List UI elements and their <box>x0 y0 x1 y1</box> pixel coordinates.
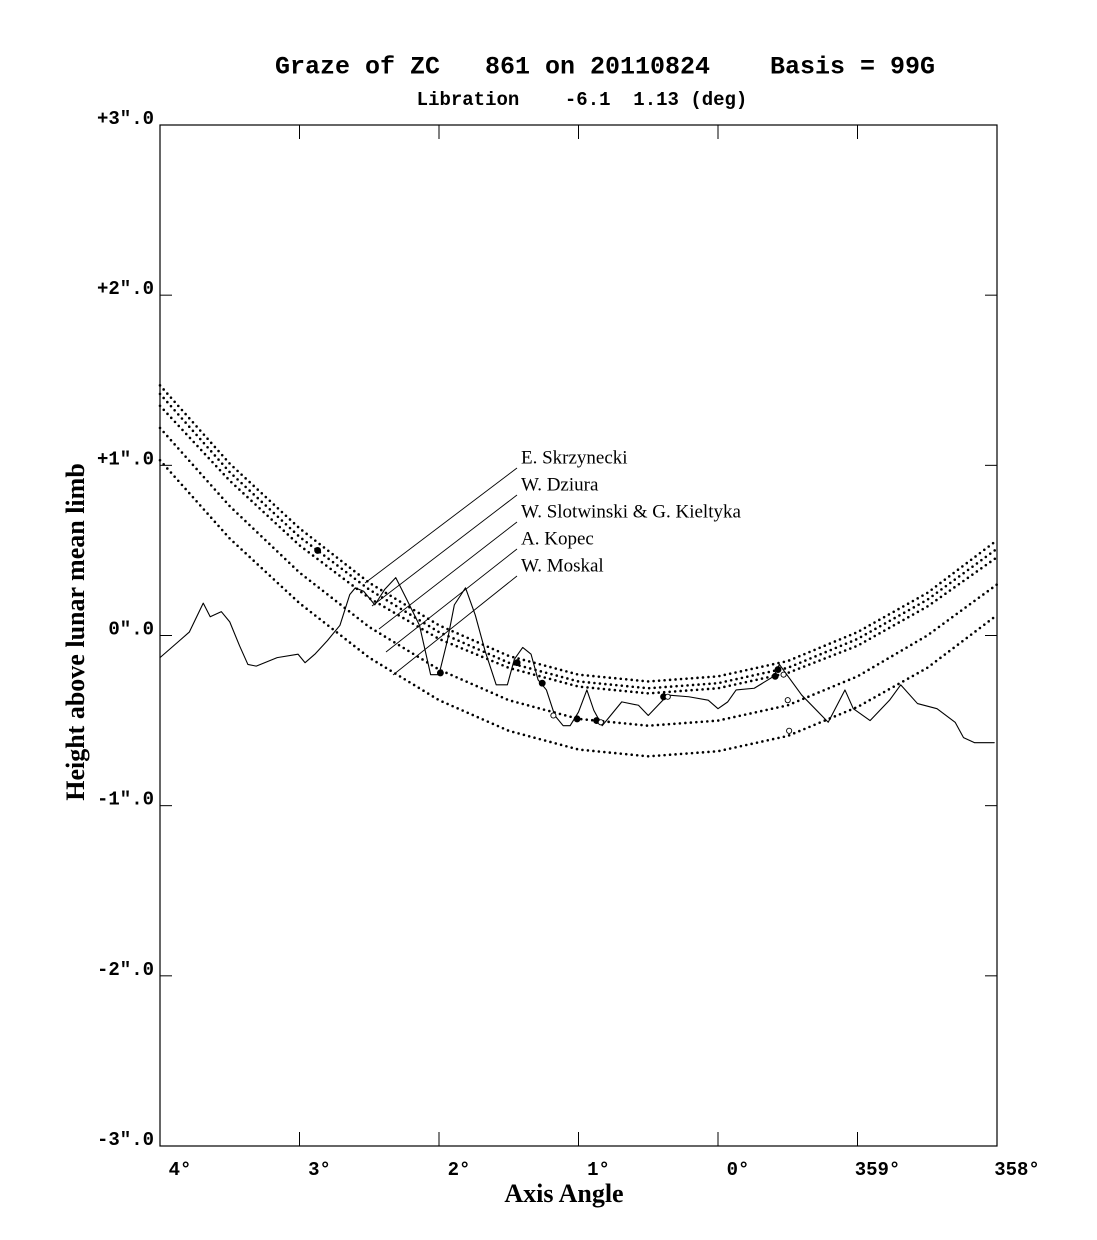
event-point <box>771 672 779 680</box>
plot-frame <box>159 124 998 1147</box>
x-tick-label: 0° <box>727 1159 750 1181</box>
y-tick-label: -1″.0 <box>97 789 154 811</box>
y-tick-label: +2″.0 <box>97 278 154 300</box>
observer-label: A. Kopec <box>521 528 594 549</box>
event-point <box>597 719 604 726</box>
event-point <box>664 693 671 700</box>
leader-line <box>371 494 518 607</box>
observer-label: W. Moskal <box>521 555 604 576</box>
event-point <box>784 697 791 704</box>
y-tick-label: +3″.0 <box>97 108 154 130</box>
chord-curve <box>158 404 999 695</box>
chart-title: Graze of ZC 861 on 20110824 Basis = 99G <box>275 53 935 82</box>
x-tick-label: 1° <box>587 1159 610 1181</box>
y-axis-label: Height above lunar mean limb <box>61 463 90 801</box>
leader-line <box>385 548 518 653</box>
observer-label: W. Slotwinski & G. Kieltyka <box>521 501 741 522</box>
x-tick-label: 3° <box>308 1159 331 1181</box>
event-point <box>774 666 782 673</box>
event-point <box>573 715 581 723</box>
x-tick-label: 4° <box>169 1159 192 1181</box>
observer-label: E. Skrzynecki <box>521 447 628 468</box>
observer-label: W. Dziura <box>521 474 599 495</box>
event-point <box>550 712 557 719</box>
event-point <box>436 669 444 677</box>
leader-line <box>364 467 518 584</box>
leader-line <box>378 521 518 630</box>
event-point <box>538 679 546 687</box>
x-axis-label: Axis Angle <box>504 1179 623 1208</box>
event-point <box>513 659 521 667</box>
y-tick-label: -3″.0 <box>97 1129 154 1151</box>
chord-curve <box>158 392 999 690</box>
event-point <box>314 546 322 554</box>
leader-line <box>392 575 518 676</box>
limb-profile <box>159 577 995 744</box>
x-tick-label: 359° <box>855 1159 901 1181</box>
y-tick-label: 0″.0 <box>108 619 154 641</box>
event-point <box>780 671 787 678</box>
y-tick-label: +1″.0 <box>97 448 154 470</box>
y-tick-label: -2″.0 <box>97 959 154 981</box>
event-point <box>786 727 793 734</box>
chart-subtitle: Libration -6.1 1.13 (deg) <box>417 89 748 111</box>
x-tick-label: 358° <box>994 1159 1040 1181</box>
x-tick-label: 2° <box>448 1159 471 1181</box>
